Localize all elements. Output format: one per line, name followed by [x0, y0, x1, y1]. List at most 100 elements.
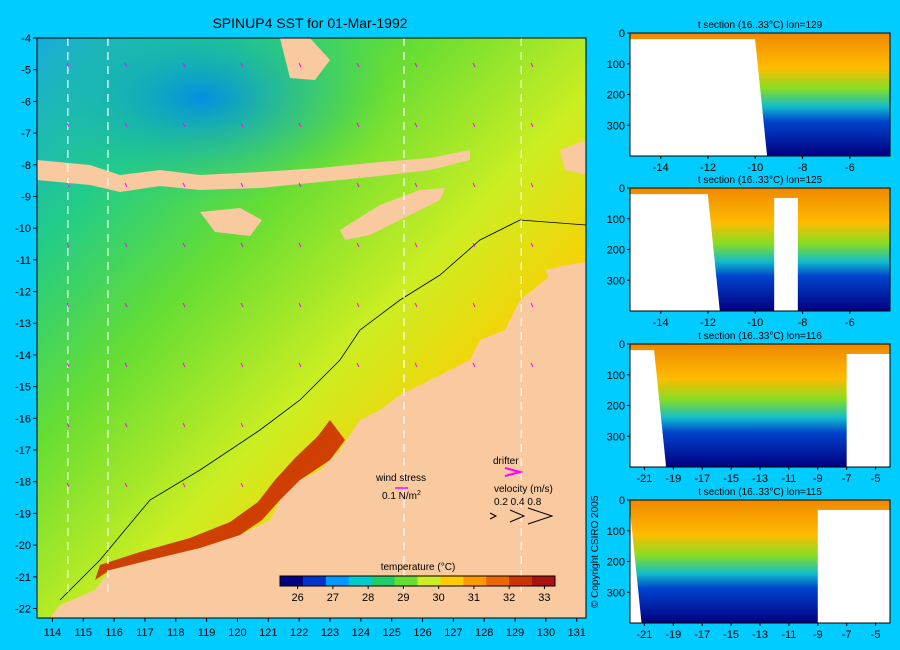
vector-mark — [472, 302, 476, 308]
section-x-tick-label: -7 — [842, 473, 852, 485]
section-y-tick-label: 0 — [619, 28, 625, 40]
vector-mark — [124, 362, 128, 368]
lat-tick-label: -17 — [15, 445, 31, 457]
vector-mark — [530, 362, 534, 368]
lon-tick-label: 115 — [74, 627, 92, 639]
lat-tick-label: -16 — [15, 413, 31, 425]
shelf-contour — [59, 219, 587, 601]
vector-mark — [530, 242, 534, 248]
coastal-warm-strip — [95, 420, 345, 580]
section-panel: t section (16..33°C) lon=125 0 100 200 300 -1… — [607, 175, 891, 329]
wind-stress-legend: wind stress 0.1 N/m2 — [375, 473, 426, 502]
vector-mark — [66, 482, 70, 488]
vector-mark — [472, 62, 476, 68]
vector-mark — [66, 302, 70, 308]
vector-mark — [298, 302, 302, 308]
vector-mark — [240, 62, 244, 68]
section-land — [629, 506, 642, 623]
colorbar-cell — [348, 576, 373, 586]
section-y-tick-label: 300 — [607, 120, 625, 132]
section-x-tick-label: -19 — [665, 473, 681, 485]
lon-tick-label: 114 — [44, 627, 62, 639]
lat-tick-label: -19 — [15, 508, 31, 520]
lat-axis: -4 -5 -6 -7 -8 -9 -10 -11 -12 -13 -14 -15 -16 -17 -18 -… — [15, 33, 37, 615]
section-y-tick-label: 100 — [607, 526, 625, 538]
section-x-tick-label: -14 — [653, 162, 669, 174]
vector-mark — [66, 62, 70, 68]
colorbar-cell — [532, 576, 556, 586]
lon-tick-label: 122 — [290, 627, 308, 639]
colorbar-tick-label: 33 — [538, 592, 550, 604]
lon-tick-label: 131 — [568, 627, 586, 639]
section-panel: t section (16..33°C) lon=116 0 100 200 300 -2… — [607, 331, 891, 485]
drifter-marker — [504, 467, 524, 477]
vector-mark — [182, 182, 186, 188]
section-x-tick-label: -17 — [694, 473, 710, 485]
section-x-tick-label: -11 — [781, 473, 796, 485]
wind-stress-label: wind stress — [375, 473, 426, 484]
section-x-tick-label: -17 — [694, 629, 710, 641]
map-frame — [36, 37, 587, 619]
section-title: t section (16..33°C) lon=116 — [698, 331, 822, 342]
colorbar-tick-label: 26 — [292, 592, 304, 604]
section-y-tick-label: 200 — [607, 90, 625, 102]
lat-tick-label: -13 — [15, 318, 31, 330]
timor-island — [340, 188, 445, 240]
vector-mark — [124, 482, 128, 488]
lat-tick-label: -15 — [15, 382, 31, 394]
vector-mark — [472, 362, 476, 368]
section-x-tick-label: -10 — [747, 162, 763, 174]
section-land — [630, 39, 768, 156]
lat-tick-label: -11 — [16, 255, 31, 267]
colorbar-cell — [486, 576, 510, 586]
colorbar-tick-label: 31 — [468, 592, 480, 604]
vector-mark — [414, 122, 418, 128]
lat-tick-label: -10 — [15, 223, 31, 235]
lat-tick-label: -22 — [15, 603, 31, 615]
section-x-tick-label: -6 — [845, 162, 855, 174]
lon-tick-label: 126 — [413, 627, 431, 639]
section-gap — [817, 510, 890, 623]
vector-mark — [124, 302, 128, 308]
vector-mark — [66, 122, 70, 128]
vector-mark — [298, 182, 302, 188]
vector-mark — [182, 302, 186, 308]
lon-tick-label: 127 — [444, 627, 462, 639]
section-y-tick-label: 100 — [607, 370, 625, 382]
vector-mark — [472, 242, 476, 248]
ne-land — [545, 262, 586, 300]
vector-mark — [414, 182, 418, 188]
colorbar-cell — [463, 576, 487, 586]
section-x-tick-label: -5 — [871, 473, 881, 485]
lon-tick-label: 128 — [475, 627, 493, 639]
section-x-tick-label: -12 — [700, 317, 716, 329]
map-title: SPINUP4 SST for 01-Mar-1992 — [212, 15, 407, 31]
vector-mark — [240, 482, 244, 488]
section-x-tick-label: -9 — [813, 473, 823, 485]
lon-tick-label: 116 — [105, 627, 123, 639]
section-y-tick-label: 200 — [607, 557, 625, 569]
colorbar-cell — [302, 576, 327, 586]
australia-land — [50, 262, 586, 618]
section-gap — [774, 198, 798, 311]
vector-mark — [414, 62, 418, 68]
lat-tick-label: -7 — [21, 128, 31, 140]
vector-mark — [530, 302, 534, 308]
colorbar-cell — [440, 576, 464, 586]
section-x-tick-label: -14 — [653, 317, 669, 329]
vector-mark — [182, 482, 186, 488]
velocity-scale-arrows — [489, 507, 554, 525]
vector-mark — [240, 362, 244, 368]
section-x-tick-label: -7 — [842, 629, 852, 641]
vector-mark — [66, 422, 70, 428]
colorbar-tick-label: 29 — [397, 592, 409, 604]
sumba-island — [200, 208, 262, 236]
vector-mark — [240, 422, 244, 428]
vector-mark — [298, 362, 302, 368]
lon-tick-label: 120 — [228, 627, 246, 639]
colorbar-cell — [394, 576, 418, 586]
vector-mark — [66, 362, 70, 368]
colorbar-cells — [279, 575, 556, 587]
section-y-tick-label: 0 — [619, 495, 625, 507]
